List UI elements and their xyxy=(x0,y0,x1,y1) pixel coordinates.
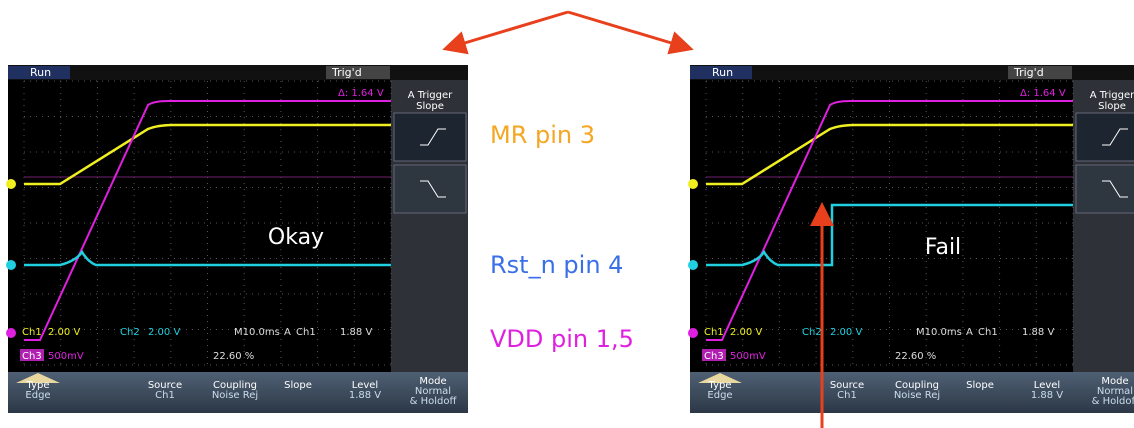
status-text: 22.60 % xyxy=(213,351,254,362)
status-text: 500mV xyxy=(730,351,766,362)
side-menu-title: Slope xyxy=(1098,101,1126,112)
status-text: 2.00 V xyxy=(148,327,180,338)
channel-marker xyxy=(6,179,16,189)
status-text: 1.88 V xyxy=(340,327,372,338)
result-label: Fail xyxy=(925,235,961,260)
status-text: M10.0ms xyxy=(234,327,280,338)
menu-label: Noise Rej xyxy=(894,390,940,401)
status-text: Ch3 xyxy=(704,351,724,362)
menu-label: Noise Rej xyxy=(212,390,258,401)
status-text: Ch2 xyxy=(120,327,140,338)
top-bar xyxy=(8,65,468,80)
arrow xyxy=(568,12,688,48)
annotation: Rst_n pin 4 xyxy=(490,251,623,279)
status-text: A xyxy=(966,327,973,338)
figure: RunTrig'dΔ: 1.64 VA TriggerSlopeCh12.00 … xyxy=(0,0,1134,428)
status-text: 22.60 % xyxy=(895,351,936,362)
menu-label: Edge xyxy=(25,390,50,401)
status-text: A xyxy=(284,327,291,338)
menu-label: 1.88 V xyxy=(349,390,381,401)
status-text: 1.88 V xyxy=(1022,327,1054,338)
side-menu-title: A Trigger xyxy=(1090,90,1134,101)
side-menu-title: A Trigger xyxy=(408,90,453,101)
run-status: Run xyxy=(30,66,51,79)
annotation: VDD pin 1,5 xyxy=(490,325,634,353)
status-text: Ch1 xyxy=(704,327,724,338)
menu-label: Edge xyxy=(707,390,732,401)
status-text: Ch1 xyxy=(978,327,998,338)
menu-label: Ch1 xyxy=(837,390,857,401)
channel-marker xyxy=(688,260,698,270)
page: RunTrig'dΔ: 1.64 VA TriggerSlopeCh12.00 … xyxy=(0,0,1134,428)
status-text: M10.0ms xyxy=(916,327,962,338)
menu-label: Slope xyxy=(966,380,994,391)
arrow xyxy=(448,12,568,48)
delta-readout: Δ: 1.64 V xyxy=(1020,88,1066,99)
menu-button[interactable]: Slope xyxy=(284,380,312,391)
status-text: Ch1 xyxy=(22,327,42,338)
trig-status: Trig'd xyxy=(331,66,362,79)
menu-label: & Holdoff xyxy=(410,396,458,407)
run-status: Run xyxy=(712,66,733,79)
status-text: Ch1 xyxy=(296,327,316,338)
delta-readout: Δ: 1.64 V xyxy=(338,88,384,99)
side-button[interactable] xyxy=(1076,113,1134,161)
channel-marker xyxy=(688,328,698,338)
side-button[interactable] xyxy=(394,165,466,213)
menu-label: Slope xyxy=(284,380,312,391)
menu-label: Ch1 xyxy=(155,390,175,401)
side-menu-title: Slope xyxy=(416,101,444,112)
channel-marker xyxy=(688,179,698,189)
menu-button[interactable]: Slope xyxy=(966,380,994,391)
status-text: 2.00 V xyxy=(730,327,762,338)
menu-label: & Holdoff xyxy=(1092,396,1134,407)
side-button[interactable] xyxy=(394,113,466,161)
side-button[interactable] xyxy=(1076,165,1134,213)
annotation: MR pin 3 xyxy=(490,121,595,149)
channel-marker xyxy=(6,328,16,338)
status-text: 2.00 V xyxy=(48,327,80,338)
status-text: 2.00 V xyxy=(830,327,862,338)
status-text: Ch3 xyxy=(22,351,42,362)
result-label: Okay xyxy=(268,225,324,250)
menu-label: 1.88 V xyxy=(1031,390,1063,401)
status-text: 500mV xyxy=(48,351,84,362)
status-text: Ch2 xyxy=(802,327,822,338)
channel-marker xyxy=(6,260,16,270)
trig-status: Trig'd xyxy=(1013,66,1044,79)
